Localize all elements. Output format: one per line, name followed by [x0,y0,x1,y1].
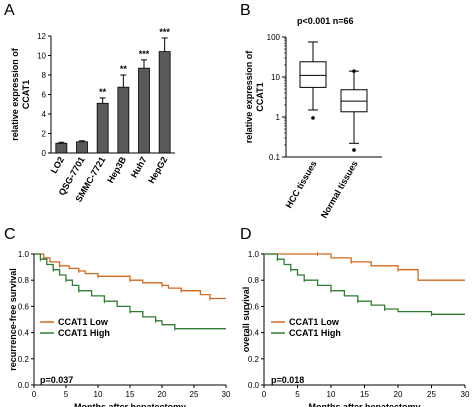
y-tick-label: 0.6 [18,302,30,311]
x-tick-label: Hep3B [105,155,128,185]
significance-label: ** [120,64,128,74]
outlier-point [352,148,356,152]
panel-d-survival-chart: 0.0 0.2 0.4 0.6 0.8 1.0 0 5 10 15 20 25 30 CCAT1 LowC… [241,250,470,407]
panel-letter-b: B [240,2,251,19]
bar [55,142,68,154]
box [299,61,327,88]
p-value-annotation: p=0.018 [271,375,304,385]
y-tick-label: 10 [37,52,46,61]
outlier-point [352,69,356,73]
x-tick-label: 15 [126,390,135,399]
x-tick-label: 30 [461,390,470,399]
y-tick-label: 1 [276,113,281,122]
legend-label: CCAT1 High [289,328,341,338]
x-tick-label: HCC tissues [284,159,319,210]
y-tick-label: 0.2 [248,355,260,364]
significance-label: ** [99,87,107,97]
x-tick-label: Huh7 [129,155,149,179]
x-tick-label: LO2 [49,155,66,175]
y-tick-label: 1.0 [248,250,260,259]
y-axis-label: overall survival [241,287,251,353]
x-axis-label: Months after hepatectomy [74,402,186,407]
x-tick-label: 25 [427,390,436,399]
x-tick-label: 30 [222,390,231,399]
p-value-annotation: p=0.037 [40,375,73,385]
y-tick-label: 0.4 [248,329,260,338]
y-tick-label: 10 [271,73,280,82]
x-tick-label: 25 [190,390,199,399]
outlier-point [311,116,315,120]
bar [158,51,171,154]
y-tick-label: 0.1 [269,153,281,162]
panel-letter-c: C [4,226,16,243]
x-tick-label: 20 [394,390,403,399]
y-tick-label: 6 [42,91,47,100]
panel-letter-a: A [4,2,15,19]
y-tick-label: 4 [42,110,47,119]
y-tick-label: 8 [42,71,47,80]
x-tick-label: 10 [94,390,103,399]
y-tick-label: 0.8 [248,276,260,285]
y-tick-label: 0 [42,149,47,158]
y-tick-label: 0.0 [248,381,260,390]
x-tick-label: 5 [295,390,300,399]
y-tick-label: 2 [42,130,47,139]
y-axis-label: CCAT1 [255,82,265,111]
y-tick-label: 0.2 [18,355,30,364]
bar [138,67,150,154]
y-tick-label: 0.4 [18,329,30,338]
significance-label: *** [159,27,170,37]
y-tick-label: 1.0 [18,250,30,259]
y-axis-label: relative expression of [244,50,254,144]
stats-annotation: p<0.001 n=66 [297,16,354,26]
significance-label: *** [139,49,150,59]
x-tick-label: 0 [32,390,37,399]
survival-curve-low [34,253,226,300]
y-tick-label: 12 [37,32,46,41]
y-tick-label: 0.0 [18,381,30,390]
panel-letter-d: D [240,226,252,243]
y-axis-label: recurrence-free survival [8,268,18,371]
x-axis-label: Months after hepatectomy [308,402,420,407]
y-tick-label: 100 [267,33,281,42]
legend-label: CCAT1 Low [58,317,109,327]
survival-curve-high [264,253,465,315]
x-tick-label: 5 [64,390,69,399]
x-tick-label: 15 [360,390,369,399]
x-tick-label: Normal tissues [319,159,360,220]
legend-label: CCAT1 Low [289,317,340,327]
legend-label: CCAT1 High [58,328,110,338]
y-tick-label: 0.6 [248,302,260,311]
y-tick-label: 0.8 [18,276,30,285]
bar [117,86,130,154]
x-tick-label: 10 [327,390,336,399]
panel-c-survival-chart: 0.0 0.2 0.4 0.6 0.8 1.0 0 5 10 15 20 25 30 CCAT1 LowC… [8,250,231,407]
bar [96,102,109,154]
y-axis-label: CCAT1 [21,80,31,109]
x-tick-label: 0 [262,390,267,399]
panel-a-bar-chart: 024681012LO2QSG-7701**SMMC-7721**Hep3B**… [10,27,175,204]
panel-b-box-plot: 0.1 1 10 100 p<0.001 n=66 HCC tissues Normal t… [244,16,382,220]
survival-curve-low [264,253,465,281]
x-tick-label: HepG2 [146,155,169,185]
bar [76,141,88,154]
x-tick-label: 20 [158,390,167,399]
y-axis-label: relative expression of [10,47,20,141]
